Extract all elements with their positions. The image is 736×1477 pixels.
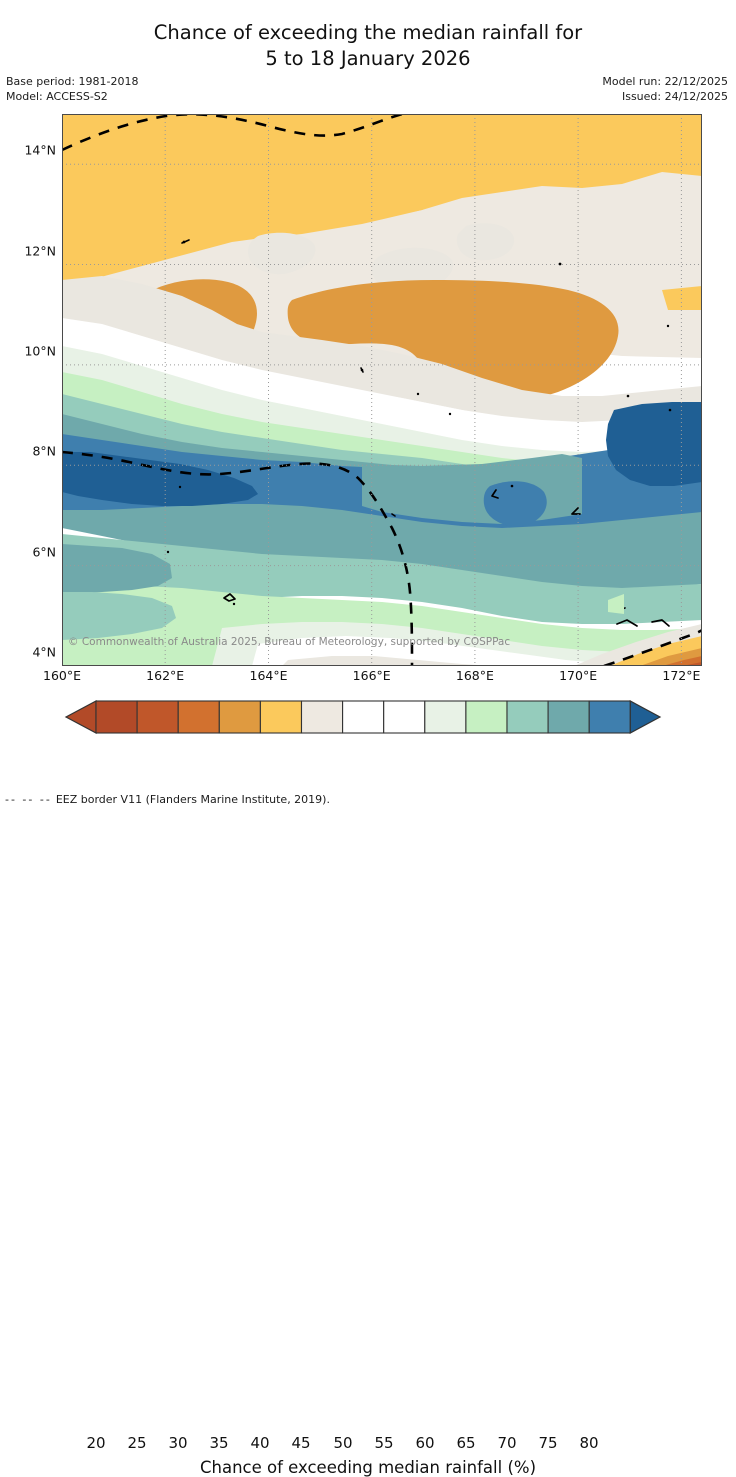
forecast-map[interactable]: © Commonwealth of Australia 2025, Bureau… bbox=[62, 114, 702, 666]
eez-legend-footnote: -- -- -- EEZ border V11 (Flanders Marine … bbox=[5, 793, 330, 806]
xtick-162E: 162°E bbox=[146, 668, 185, 683]
xtick-170E: 170°E bbox=[559, 668, 598, 683]
ytick-14N: 14°N bbox=[24, 142, 56, 158]
model-text: Model: ACCESS-S2 bbox=[6, 90, 108, 103]
cb-band-2 bbox=[177, 700, 220, 734]
cb-tick-65: 65 bbox=[456, 1434, 476, 1452]
xtick-160E: 160°E bbox=[42, 668, 82, 683]
cb-band-0 bbox=[95, 700, 138, 734]
band-30-35-core-main bbox=[287, 280, 619, 404]
xtick-172E: 172°E bbox=[662, 668, 701, 683]
ytick-12N: 12°N bbox=[24, 243, 56, 259]
forecast-map-page: Chance of exceeding the median rainfall … bbox=[0, 20, 736, 1477]
eez-dash-sample: -- -- -- bbox=[5, 793, 52, 806]
island-dots bbox=[166, 240, 672, 606]
cb-band-10 bbox=[506, 700, 549, 734]
eez-border-central bbox=[62, 450, 414, 666]
cb-band-6 bbox=[342, 700, 385, 734]
issued-text: Issued: 24/12/2025 bbox=[621, 90, 728, 103]
page-title-line-2: 5 to 18 January 2026 bbox=[265, 47, 471, 70]
cb-band-5 bbox=[300, 700, 344, 734]
cb-tick-70: 70 bbox=[497, 1434, 517, 1452]
eez-border-southeast bbox=[603, 628, 702, 666]
cb-band-9 bbox=[465, 700, 508, 734]
ytick-8N: 8°N bbox=[32, 443, 56, 459]
band-35-40-body bbox=[62, 114, 702, 288]
cb-tick-30: 30 bbox=[168, 1434, 188, 1452]
cb-band-12 bbox=[588, 700, 631, 734]
colorbar[interactable]: 20 25 30 35 40 45 50 55 60 65 70 75 80 C… bbox=[0, 700, 736, 1477]
band-30-35-edge-sliver bbox=[662, 286, 702, 310]
island-polygon-mid bbox=[608, 594, 624, 614]
cb-band-11 bbox=[547, 700, 590, 734]
cb-tick-45: 45 bbox=[291, 1434, 311, 1452]
colorbar-under-arrow bbox=[64, 700, 97, 734]
ytick-10N: 10°N bbox=[24, 343, 56, 359]
cb-tick-50: 50 bbox=[333, 1434, 353, 1452]
eez-border-north bbox=[62, 114, 403, 152]
blob-70-75-mid bbox=[483, 481, 547, 527]
eez-border-line bbox=[62, 114, 702, 666]
band-45-50-mid bbox=[62, 318, 702, 454]
model-run-text: Model run: 22/12/2025 bbox=[602, 75, 728, 88]
xtick-164E: 164°E bbox=[249, 668, 288, 683]
tongue-65-70-southwest bbox=[62, 544, 172, 594]
page-title: Chance of exceeding the median rainfall … bbox=[0, 20, 736, 72]
cb-band-1 bbox=[136, 700, 179, 734]
page-title-line-1: Chance of exceeding the median rainfall … bbox=[153, 21, 583, 44]
band-40-45-south-beige bbox=[282, 656, 492, 666]
longitude-axis-labels: 160°E 162°E 164°E 166°E 168°E 170°E 172°… bbox=[43, 668, 702, 688]
cb-band-3 bbox=[218, 700, 261, 734]
ytick-4N: 4°N bbox=[32, 644, 56, 660]
metadata-left: Base period: 1981-2018 Model: ACCESS-S2 bbox=[6, 74, 138, 104]
pocket-lowchance-1 bbox=[248, 232, 316, 275]
colorbar-tick-labels: 20 25 30 35 40 45 50 55 60 65 70 75 80 bbox=[0, 1434, 736, 1454]
latitude-axis-labels: 14°N 12°N 10°N 8°N 6°N 4°N bbox=[0, 114, 58, 666]
contour-layer bbox=[62, 114, 702, 666]
colorbar-bands bbox=[95, 700, 631, 734]
cb-tick-20: 20 bbox=[86, 1434, 106, 1452]
cb-band-4 bbox=[259, 700, 303, 734]
cb-tick-55: 55 bbox=[374, 1434, 394, 1452]
cb-band-8 bbox=[424, 700, 467, 734]
cb-band-7 bbox=[383, 700, 426, 734]
base-period-text: Base period: 1981-2018 bbox=[6, 75, 139, 88]
xtick-168E: 168°E bbox=[455, 668, 494, 683]
cb-tick-25: 25 bbox=[127, 1434, 147, 1452]
tongue-60-65-southwest bbox=[62, 592, 176, 640]
colorbar-over-arrow bbox=[629, 700, 662, 734]
cb-tick-40: 40 bbox=[250, 1434, 270, 1452]
eez-legend-text: EEZ border V11 (Flanders Marine Institut… bbox=[55, 793, 330, 806]
pocket-lowchance-3 bbox=[456, 223, 515, 261]
cb-tick-60: 60 bbox=[415, 1434, 435, 1452]
map-frame bbox=[62, 114, 702, 666]
colorbar-axis-label: Chance of exceeding median rainfall (%) bbox=[199, 1458, 537, 1477]
band-40-45-transition bbox=[62, 276, 702, 426]
xtick-166E: 166°E bbox=[352, 668, 391, 683]
cb-tick-75: 75 bbox=[538, 1434, 558, 1452]
map-canvas[interactable] bbox=[62, 114, 702, 666]
colorbar-swatches[interactable] bbox=[58, 700, 678, 734]
metadata-right: Model run: 22/12/2025 Issued: 24/12/2025 bbox=[602, 74, 728, 104]
band-60-65-south bbox=[62, 534, 702, 626]
cb-tick-80: 80 bbox=[579, 1434, 599, 1452]
coastline-strokes bbox=[223, 489, 670, 627]
ytick-6N: 6°N bbox=[32, 544, 56, 560]
map-gridlines bbox=[62, 114, 702, 666]
cb-tick-35: 35 bbox=[209, 1434, 229, 1452]
band-25-30-se bbox=[662, 656, 702, 666]
